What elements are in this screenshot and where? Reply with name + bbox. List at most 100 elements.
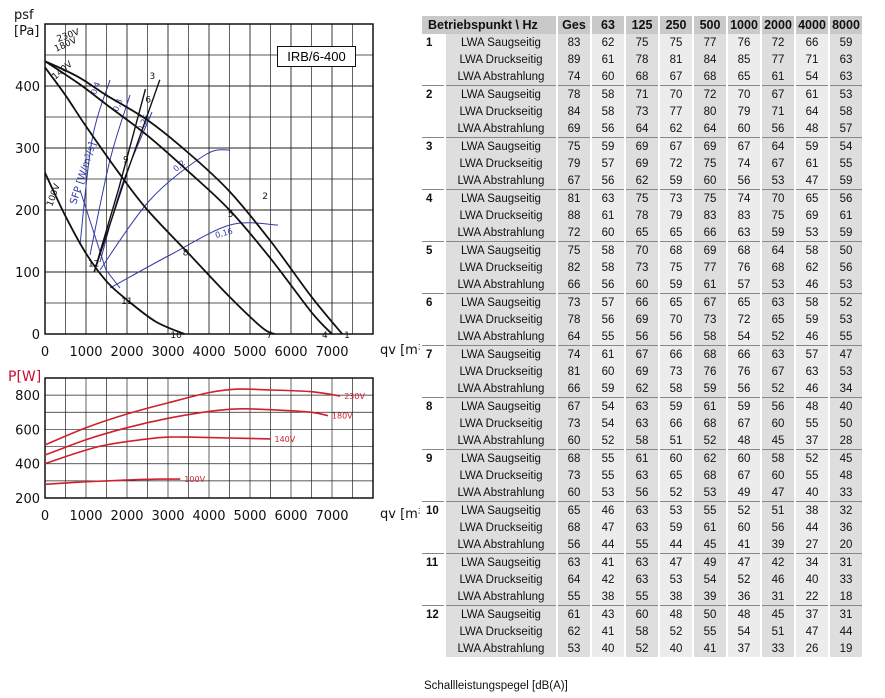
x-tick-label: 1000 [69,509,102,524]
table-cell: 75 [760,207,795,224]
table-cell: 63 [624,571,659,588]
row-label: LWA Saugseitig [444,605,557,623]
operating-point-id [420,571,445,588]
table-cell: 54 [726,623,761,640]
y-tick-label: 400 [15,458,40,473]
operating-point-id [420,588,445,606]
table-cell: 38 [658,588,693,606]
table-cell: 33 [828,484,862,502]
table-cell: 58 [794,293,829,311]
table-cell: 55 [590,467,625,484]
table-cell: 56 [556,536,591,554]
table-cell: 57 [590,293,625,311]
table-cell: 68 [760,259,795,276]
operating-point-id [420,640,445,657]
curve-230V [44,60,343,335]
table-row: LWA Abstrahlung 64 55 56 56 58 54 52 46 55 [420,328,862,346]
x-tick-label: 3000 [151,509,184,524]
table-cell: 67 [556,172,591,190]
table-cell: 65 [658,293,693,311]
x-tick-label: 4000 [192,509,225,524]
table-cell: 63 [624,553,659,571]
table-header-row: Betriebspunkt \ Hz Ges 63 125 250 500 1000 2000… [420,16,862,34]
table-row: 8 LWA Saugseitig 67 54 63 59 61 59 56 48 40 [420,397,862,415]
table-cell: 55 [794,415,829,432]
table-cell: 80 [692,103,727,120]
table-cell: 68 [556,519,591,536]
table-cell: 34 [828,380,862,398]
table-cell: 61 [590,207,625,224]
row-label: LWA Saugseitig [444,137,557,155]
table-cell: 70 [726,85,761,103]
table-cell: 59 [794,311,829,328]
sound-power-table-wrap: Betriebspunkt \ Hz Ges 63 125 250 500 1000 2000… [420,16,862,657]
table-cell: 57 [726,276,761,294]
table-row: LWA Abstrahlung 66 59 62 58 59 56 52 46 34 [420,380,862,398]
table-cell: 48 [658,605,693,623]
table-cell: 67 [760,363,795,380]
x-tick-label: 6000 [274,509,307,524]
table-cell: 45 [760,432,795,450]
table-cell: 33 [828,571,862,588]
table-cell: 56 [590,172,625,190]
table-cell: 60 [556,432,591,450]
operating-point-id: 8 [420,397,445,415]
table-cell: 54 [828,137,862,155]
table-cell: 62 [624,172,659,190]
table-cell: 58 [590,85,625,103]
x-tick-label: 7000 [315,509,348,524]
table-cell: 62 [692,449,727,467]
table-cell: 60 [624,605,659,623]
operating-point-id [420,363,445,380]
x-tick-label: 2000 [110,345,143,360]
sfp-line [99,111,153,263]
row-label: LWA Abstrahlung [444,380,557,398]
table-cell: 58 [590,259,625,276]
table-cell: 72 [692,85,727,103]
operating-point-id: 7 [420,345,445,363]
table-row: 10 LWA Saugseitig 65 46 63 53 55 52 51 38 32 [420,501,862,519]
table-cell: 65 [794,189,829,207]
table-cell: 59 [590,380,625,398]
table-cell: 39 [692,588,727,606]
header-band: 125 [624,16,659,34]
table-cell: 55 [590,449,625,467]
x-tick-label: 4000 [192,345,225,360]
table-cell: 48 [794,120,829,138]
table-cell: 55 [828,328,862,346]
row-label: LWA Saugseitig [444,34,557,51]
table-cell: 44 [658,536,693,554]
operating-point-label: 9 [123,156,129,166]
table-cell: 48 [726,432,761,450]
table-row: 12 LWA Saugseitig 61 43 60 48 50 48 45 37 31 [420,605,862,623]
table-cell: 75 [624,34,659,51]
sound-power-table: Betriebspunkt \ Hz Ges 63 125 250 500 1000 2000… [420,16,862,657]
table-cell: 62 [624,380,659,398]
operating-point-label: 3 [149,72,155,82]
table-cell: 73 [556,293,591,311]
table-row: 3 LWA Saugseitig 75 59 69 67 69 67 64 59 54 [420,137,862,155]
table-cell: 63 [624,519,659,536]
table-cell: 36 [828,519,862,536]
table-cell: 69 [794,207,829,224]
table-cell: 74 [556,68,591,86]
y-tick-label: 800 [15,389,40,404]
charts-area: 0 1000 2000 3000 4000 5000 6000 7000 0 100 200 300 4… [0,0,441,560]
operating-point-label: 1 [344,331,350,341]
table-cell: 37 [794,605,829,623]
table-cell: 68 [692,345,727,363]
header-band: 250 [658,16,693,34]
table-cell: 54 [726,328,761,346]
row-label: LWA Abstrahlung [444,224,557,242]
table-cell: 68 [692,467,727,484]
row-label: LWA Saugseitig [444,293,557,311]
table-cell: 60 [590,224,625,242]
table-cell: 55 [794,467,829,484]
table-cell: 73 [658,189,693,207]
table-cell: 67 [658,137,693,155]
table-cell: 70 [658,311,693,328]
x-tick-label: 6000 [274,345,307,360]
row-label: LWA Druckseitig [444,155,557,172]
table-cell: 61 [590,51,625,68]
table-cell: 60 [726,120,761,138]
